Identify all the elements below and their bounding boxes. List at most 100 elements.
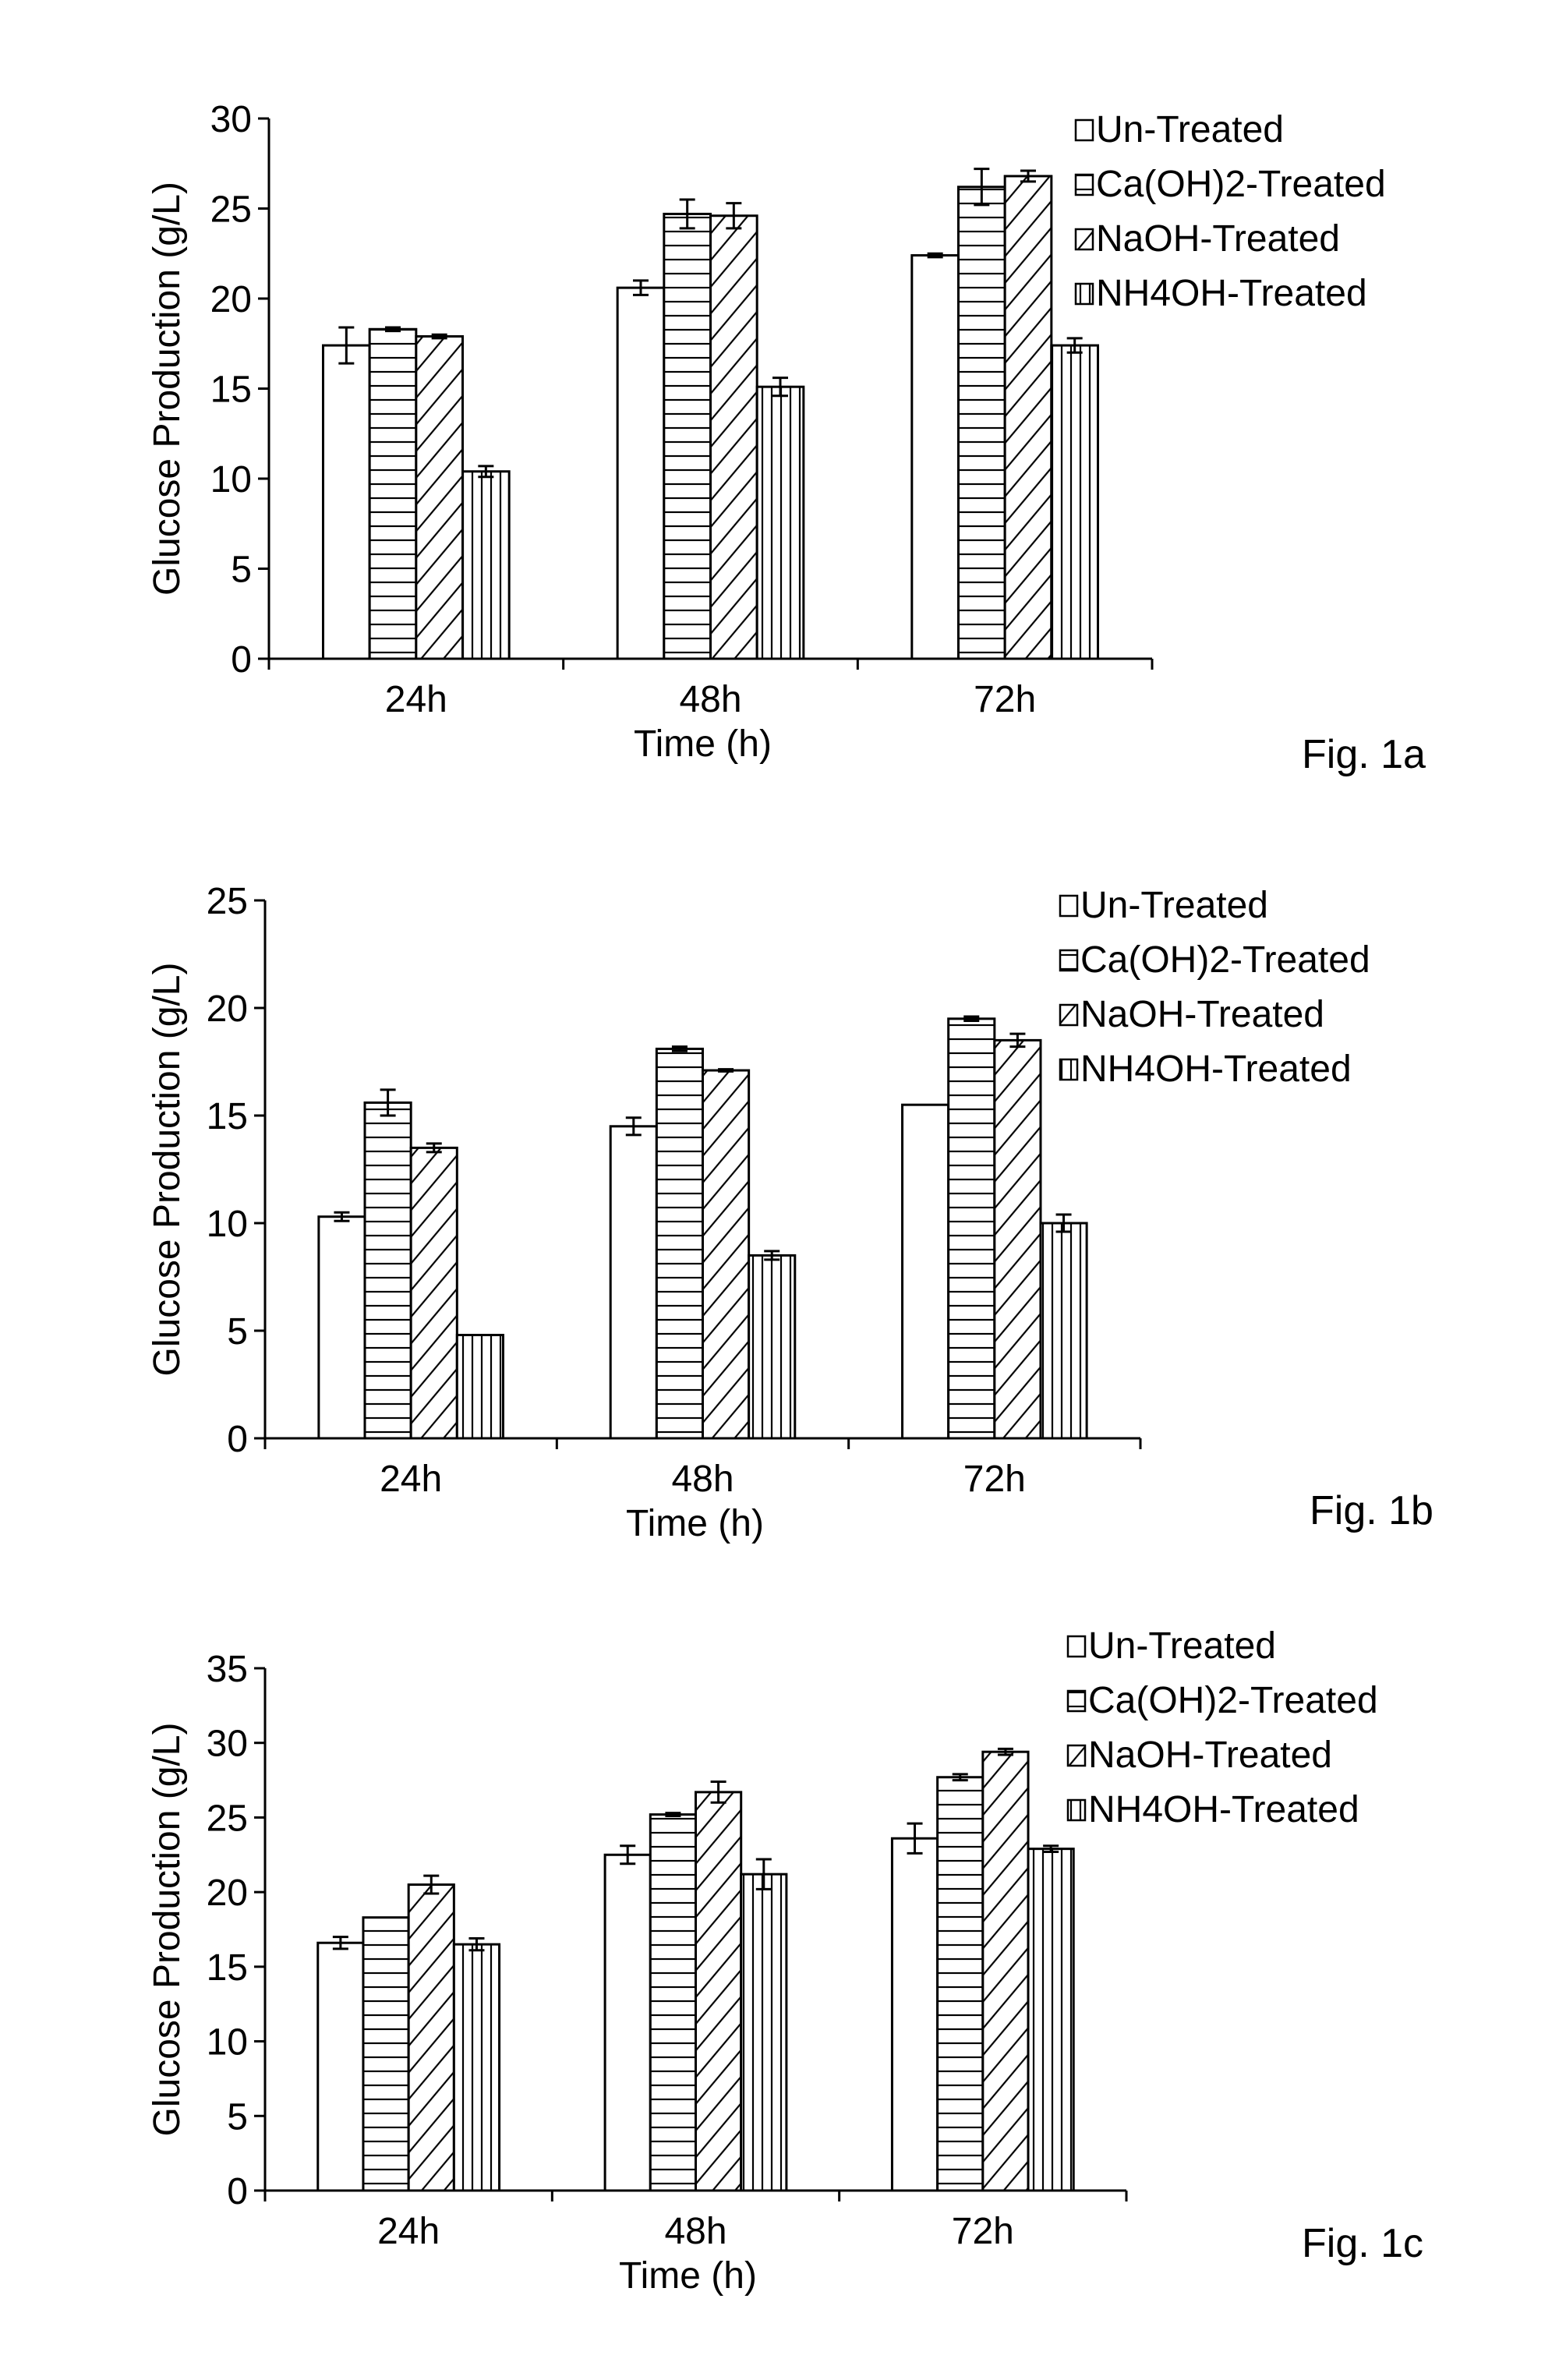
legend-swatch xyxy=(1068,1691,1085,1711)
x-tick-label: 72h xyxy=(963,1459,1026,1500)
y-tick-label: 0 xyxy=(231,639,252,681)
x-axis-title: Time (h) xyxy=(634,723,772,765)
chart-1c: 0 5 10 15 20 25 30 35 24h 48h 72h Time (h) Glucose P… xyxy=(0,1559,1559,2339)
figure-caption: Fig. 1a xyxy=(1302,732,1426,777)
chart-1a: 0 5 10 15 20 25 30 24h 48h 72h Time (h) Glucose Pro… xyxy=(0,0,1559,780)
figure-1c: 0 5 10 15 20 25 30 35 24h 48h 72h Time (h) Glucose P… xyxy=(0,1559,1559,2339)
x-axis-title: Time (h) xyxy=(626,1503,764,1544)
y-tick-label: 15 xyxy=(207,1947,248,1989)
x-tick-label: 48h xyxy=(671,1459,734,1500)
bar-horizontal-72h xyxy=(949,1019,995,1438)
y-tick-label: 10 xyxy=(207,1204,248,1245)
chart-1b: 051015202524h48h72hTime (h)Glucose Produ… xyxy=(0,780,1559,1559)
legend-label: NH4OH-Treated xyxy=(1088,1789,1359,1830)
bar-diagonal-24h xyxy=(408,1885,454,2191)
bar-horizontal-24h xyxy=(363,1918,408,2191)
legend-label: Un-Treated xyxy=(1088,1625,1276,1667)
bar-open-24h xyxy=(318,1943,363,2191)
bar-vertical-48h xyxy=(749,1255,795,1438)
legend-swatch xyxy=(1076,284,1093,304)
y-tick-label: 5 xyxy=(231,550,252,591)
y-tick-label: 25 xyxy=(210,189,252,231)
y-tick-label: 30 xyxy=(207,1724,248,1765)
bar-vertical-24h xyxy=(457,1335,503,1438)
bar-horizontal-48h xyxy=(656,1049,702,1438)
bar-diagonal-48h xyxy=(711,216,758,659)
y-tick-label: 15 xyxy=(207,1096,248,1137)
bar-open-48h xyxy=(610,1126,656,1438)
bar-open-48h xyxy=(605,1855,650,2191)
legend-swatch xyxy=(1068,1636,1085,1657)
y-tick-label: 35 xyxy=(207,1649,248,1690)
bar-vertical-72h xyxy=(1041,1223,1087,1438)
y-tick-label: 30 xyxy=(210,99,252,140)
bar-open-72h xyxy=(903,1105,949,1438)
bar-horizontal-24h xyxy=(365,1102,411,1438)
x-tick-label: 72h xyxy=(952,2211,1014,2252)
error-bar xyxy=(718,1070,734,1072)
legend-swatch xyxy=(1076,120,1093,140)
legend-label: Ca(OH)2-Treated xyxy=(1088,1680,1378,1721)
y-axis-title: Glucose Production (g/L) xyxy=(147,963,188,1377)
figure-1a: 0 5 10 15 20 25 30 24h 48h 72h Time (h) Glucose Pro… xyxy=(0,0,1559,780)
legend-label: Ca(OH)2-Treated xyxy=(1096,164,1386,205)
bar-vertical-72h xyxy=(1028,1849,1073,2191)
bar-open-72h xyxy=(912,256,959,659)
bar-vertical-24h xyxy=(454,1944,499,2191)
y-tick-label: 25 xyxy=(207,1798,248,1839)
figure-1b: 051015202524h48h72hTime (h)Glucose Produ… xyxy=(0,780,1559,1559)
x-tick-label: 48h xyxy=(679,679,741,720)
legend-label: NaOH-Treated xyxy=(1080,994,1324,1035)
legend-label: NH4OH-Treated xyxy=(1096,273,1367,314)
legend-label: NaOH-Treated xyxy=(1096,218,1340,260)
bar-horizontal-72h xyxy=(938,1777,983,2191)
x-tick-label: 48h xyxy=(664,2211,726,2252)
x-tick-label: 24h xyxy=(377,2211,440,2252)
y-tick-label: 5 xyxy=(227,2096,248,2138)
y-tick-label: 5 xyxy=(227,1311,248,1353)
bar-diagonal-72h xyxy=(995,1040,1041,1438)
bar-open-24h xyxy=(319,1217,365,1438)
bar-diagonal-72h xyxy=(983,1752,1028,2191)
y-tick-label: 15 xyxy=(210,370,252,411)
bar-horizontal-48h xyxy=(650,1815,695,2191)
legend-label: NaOH-Treated xyxy=(1088,1735,1332,1776)
x-tick-label: 72h xyxy=(974,679,1036,720)
legend-swatch xyxy=(1060,1059,1077,1080)
bar-vertical-72h xyxy=(1052,345,1098,659)
x-tick-label: 24h xyxy=(385,679,447,720)
legend-label: Un-Treated xyxy=(1080,885,1268,926)
bar-horizontal-24h xyxy=(369,329,416,659)
bar-diagonal-72h xyxy=(1005,176,1052,659)
bar-open-72h xyxy=(892,1838,937,2191)
y-tick-label: 10 xyxy=(207,2022,248,2063)
y-tick-label: 10 xyxy=(210,459,252,500)
bar-diagonal-48h xyxy=(703,1070,749,1438)
y-tick-label: 20 xyxy=(207,1873,248,1914)
bar-horizontal-48h xyxy=(664,214,711,659)
y-tick-label: 20 xyxy=(210,279,252,320)
bar-horizontal-72h xyxy=(958,187,1005,659)
legend-label: Ca(OH)2-Treated xyxy=(1080,939,1370,981)
legend-swatch xyxy=(1060,896,1077,916)
legend-label: Un-Treated xyxy=(1096,109,1284,150)
bar-vertical-24h xyxy=(463,472,510,659)
y-axis-title: Glucose Production (g/L) xyxy=(147,182,188,596)
figure-caption: Fig. 1c xyxy=(1302,2221,1423,2266)
legend-swatch xyxy=(1068,1745,1085,1766)
bar-diagonal-24h xyxy=(411,1148,457,1438)
legend-label: NH4OH-Treated xyxy=(1080,1049,1352,1090)
legend-swatch xyxy=(1060,1005,1077,1025)
y-tick-label: 25 xyxy=(207,881,248,922)
x-axis-title: Time (h) xyxy=(619,2255,757,2297)
y-tick-label: 0 xyxy=(227,1419,248,1460)
bar-diagonal-48h xyxy=(696,1792,741,2191)
figure-caption: Fig. 1b xyxy=(1310,1488,1434,1533)
bar-open-24h xyxy=(323,345,369,659)
y-axis-title: Glucose Production (g/L) xyxy=(147,1723,188,2137)
bar-open-48h xyxy=(617,288,664,659)
y-tick-label: 0 xyxy=(227,2171,248,2212)
bar-vertical-48h xyxy=(757,387,804,659)
bar-diagonal-24h xyxy=(416,337,463,659)
legend-swatch xyxy=(1068,1800,1085,1820)
